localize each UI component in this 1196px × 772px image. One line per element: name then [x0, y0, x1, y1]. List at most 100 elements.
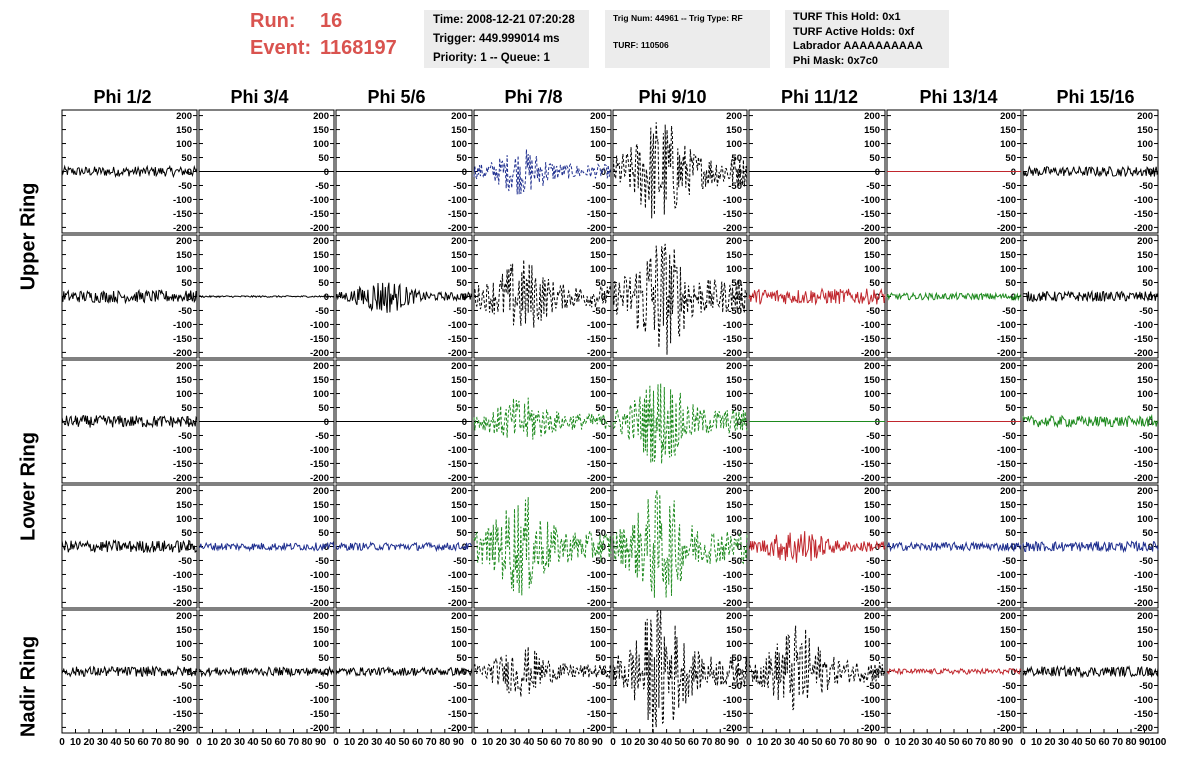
y-tick-label: -50: [178, 181, 192, 192]
y-tick-label: -50: [1139, 306, 1153, 317]
y-tick-label: 50: [869, 403, 880, 414]
y-tick-label: -200: [723, 348, 742, 359]
y-tick-label: -100: [310, 195, 329, 206]
y-tick-label: -100: [173, 570, 192, 581]
y-tick-label: -100: [1134, 570, 1153, 581]
y-tick-label: 0: [324, 417, 329, 428]
y-tick-label: -100: [448, 570, 467, 581]
y-tick-label: 150: [1137, 250, 1153, 261]
y-tick-label: -50: [178, 306, 192, 317]
column-header-phi-9-10: Phi 9/10: [638, 87, 707, 107]
x-tick-label: 20: [220, 737, 232, 748]
x-tick-label: 10: [757, 737, 769, 748]
y-tick-label: -50: [178, 431, 192, 442]
x-tick-label: 70: [839, 737, 851, 748]
y-tick-label: 0: [187, 292, 192, 303]
x-tick-label: 50: [948, 737, 960, 748]
x-tick-label: 30: [1058, 737, 1070, 748]
y-tick-label: -150: [997, 209, 1016, 220]
y-tick-label: -150: [861, 209, 880, 220]
y-tick-label: 100: [1137, 389, 1153, 400]
y-tick-label: 200: [451, 111, 467, 122]
y-tick-label: -150: [310, 334, 329, 345]
y-tick-label: -50: [866, 181, 880, 192]
y-tick-label: 100: [313, 264, 329, 275]
y-tick-label: 150: [313, 625, 329, 636]
phi-mask-text: Phi Mask: 0x7c0: [793, 54, 878, 67]
y-tick-label: -50: [866, 306, 880, 317]
y-tick-label: -100: [310, 320, 329, 331]
x-tick-label: 70: [426, 737, 438, 748]
y-tick-label: -150: [997, 709, 1016, 720]
x-tick-label: 50: [1085, 737, 1097, 748]
y-tick-label: 50: [595, 528, 606, 539]
y-tick-label: 200: [1000, 611, 1016, 622]
y-tick-label: 0: [601, 417, 606, 428]
y-tick-label: 100: [451, 139, 467, 150]
y-tick-label: -200: [861, 223, 880, 234]
x-tick-label: 0: [196, 737, 202, 748]
y-tick-label: 100: [1137, 639, 1153, 650]
y-tick-label: 100: [726, 139, 742, 150]
y-tick-label: -50: [1139, 181, 1153, 192]
x-tick-label: 60: [825, 737, 837, 748]
y-tick-label: -50: [1002, 306, 1016, 317]
y-tick-label: 100: [176, 264, 192, 275]
y-tick-label: 150: [176, 500, 192, 511]
y-tick-label: 150: [176, 625, 192, 636]
y-tick-label: 100: [726, 514, 742, 525]
y-tick-label: -200: [1134, 223, 1153, 234]
y-tick-label: 200: [313, 236, 329, 247]
y-tick-label: 0: [1148, 292, 1153, 303]
y-tick-label: 100: [590, 514, 606, 525]
y-tick-label: -200: [173, 348, 192, 359]
waveform-line: [612, 383, 748, 464]
y-tick-label: 100: [1137, 264, 1153, 275]
y-tick-label: -200: [1134, 348, 1153, 359]
x-tick-label: 40: [247, 737, 259, 748]
y-tick-label: -200: [310, 223, 329, 234]
y-tick-label: 50: [731, 653, 742, 664]
y-tick-label: 50: [595, 153, 606, 164]
y-tick-label: -150: [1134, 709, 1153, 720]
y-tick-label: 150: [176, 125, 192, 136]
y-tick-label: 200: [451, 361, 467, 372]
x-tick-label: 30: [648, 737, 660, 748]
y-tick-label: -150: [861, 709, 880, 720]
x-tick-label: 10: [482, 737, 494, 748]
y-tick-label: 150: [313, 500, 329, 511]
y-tick-label: 100: [313, 389, 329, 400]
y-tick-label: -200: [723, 223, 742, 234]
y-tick-label: 100: [590, 139, 606, 150]
y-tick-label: 200: [726, 611, 742, 622]
x-tick-label: 10: [70, 737, 82, 748]
x-tick-label: 30: [371, 737, 383, 748]
y-tick-label: -200: [997, 348, 1016, 359]
y-tick-label: 100: [451, 514, 467, 525]
y-tick-label: -50: [453, 681, 467, 692]
y-tick-label: 50: [456, 653, 467, 664]
y-tick-label: -200: [310, 348, 329, 359]
y-tick-label: -50: [315, 556, 329, 567]
y-tick-label: -100: [173, 695, 192, 706]
waveform-line: [473, 397, 612, 440]
y-tick-label: 200: [1137, 111, 1153, 122]
y-tick-label: 50: [731, 403, 742, 414]
y-tick-label: -200: [997, 223, 1016, 234]
y-tick-label: -200: [448, 723, 467, 734]
waveform-line: [61, 539, 198, 554]
waveform-line: [61, 665, 198, 678]
priority-text: Priority: 1 -- Queue: 1: [433, 52, 550, 64]
y-tick-label: -100: [861, 445, 880, 456]
y-tick-label: 100: [726, 264, 742, 275]
y-tick-label: 200: [864, 236, 880, 247]
y-tick-label: -200: [723, 598, 742, 609]
x-tick-label: 0: [610, 737, 616, 748]
x-tick-label: 40: [935, 737, 947, 748]
